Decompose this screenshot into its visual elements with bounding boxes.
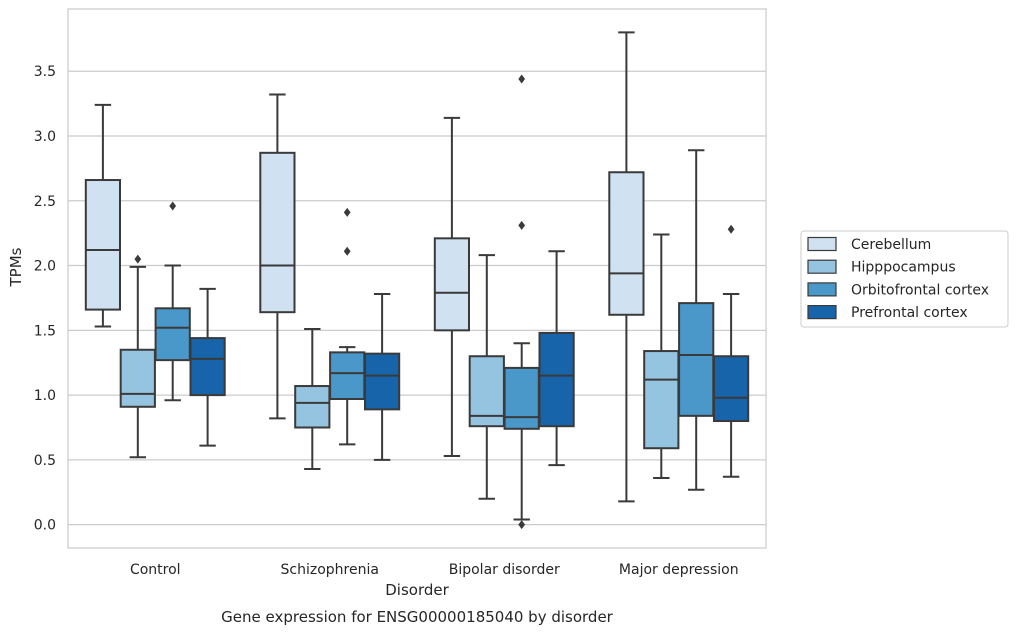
x-tick-label: Major depression [619, 562, 739, 578]
box-group [538, 250, 575, 467]
box-group [84, 103, 122, 328]
box [294, 385, 331, 429]
plot-frame [67, 8, 767, 549]
box [119, 348, 156, 408]
legend-label: Prefrontal cortex [851, 305, 968, 321]
outlier-point [134, 254, 142, 264]
y-tick-label: 2.0 [34, 259, 56, 275]
legend-swatch [807, 259, 837, 274]
box [189, 337, 226, 397]
outlier-point [518, 520, 526, 530]
box [503, 366, 540, 430]
outlier-point [343, 207, 351, 217]
y-axis-label: TPMs [7, 247, 25, 287]
legend-label: Orbitofrontal cortex [851, 282, 989, 298]
box-group [154, 201, 191, 402]
box [538, 331, 575, 428]
box [259, 151, 296, 314]
outlier-point [343, 246, 351, 256]
box [433, 237, 471, 332]
x-axis-label: Disorder [385, 581, 449, 599]
legend: Cerebellum Hipppocampus Orbitofrontal cort… [800, 230, 1009, 328]
box [84, 179, 122, 311]
y-tick-label: 3.5 [34, 64, 56, 80]
legend-swatch [807, 236, 837, 252]
box [154, 307, 191, 362]
box-group [294, 328, 331, 470]
legend-swatch [807, 282, 837, 297]
box-series [84, 31, 750, 530]
y-tick-label: 0.5 [34, 453, 56, 469]
box [678, 302, 715, 417]
legend-swatch [807, 305, 837, 320]
box [363, 352, 401, 411]
box-group [363, 293, 401, 461]
box-group [189, 287, 226, 447]
legend-frame [800, 230, 1009, 328]
box-group [259, 93, 296, 420]
y-tick-label: 2.5 [34, 194, 56, 210]
box-group [678, 149, 715, 491]
outlier-point [518, 74, 526, 84]
legend-label: Hipppocampus [851, 260, 956, 276]
box [712, 355, 750, 423]
x-tick-label: Bipolar disorder [449, 562, 560, 578]
box [329, 351, 366, 400]
box-group [503, 74, 540, 530]
y-tick-label: 0.0 [34, 518, 56, 534]
box-group [468, 254, 505, 500]
x-tick-label: Control [130, 562, 181, 578]
legend-label: Cerebellum [851, 237, 931, 253]
box-group [712, 224, 750, 478]
x-tick-labels: Control Schizophrenia Bipolar disorder Majo… [130, 562, 739, 578]
outlier-point [727, 224, 735, 234]
box-group [119, 254, 156, 459]
y-tick-label: 1.5 [34, 323, 56, 339]
box-group [608, 31, 645, 503]
x-tick-label: Schizophrenia [281, 562, 379, 578]
box-group [643, 233, 680, 480]
y-tick-label: 1.0 [34, 388, 56, 404]
box [643, 350, 680, 450]
box [468, 355, 505, 428]
box-group [433, 116, 471, 458]
outlier-point [518, 220, 526, 230]
y-tick-labels: 0.0 0.5 1.0 1.5 2.0 2.5 3.0 3.5 [34, 64, 56, 533]
box-group [329, 207, 366, 446]
y-tick-label: 3.0 [34, 129, 56, 145]
chart-caption: Gene expression for ENSG00000185040 by d… [221, 608, 614, 626]
outlier-point [169, 201, 177, 211]
box [608, 171, 645, 316]
